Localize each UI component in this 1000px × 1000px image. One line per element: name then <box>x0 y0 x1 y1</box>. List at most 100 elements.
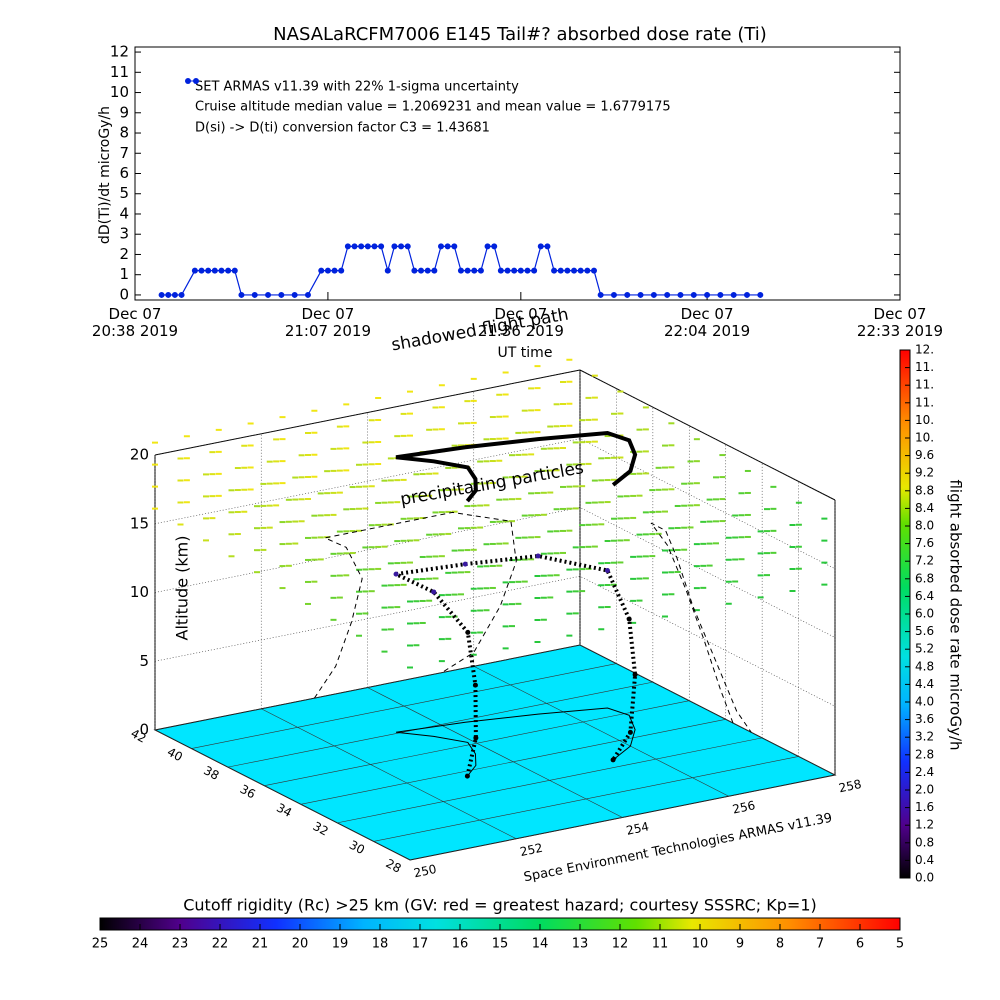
data-point <box>351 243 358 250</box>
chart-title: NASALaRCFM7006 E145 Tail#? absorbed dose… <box>273 24 767 45</box>
y-tick-label: 12 <box>110 43 129 61</box>
x-tick-label: Dec 07 21:07 2019 <box>284 305 371 340</box>
colorbar-tick-label: 5.6 <box>915 624 934 638</box>
data-point <box>191 267 198 274</box>
data-point <box>744 291 750 298</box>
data-point <box>371 243 378 250</box>
data-point <box>664 291 671 298</box>
y-tick-label: 3 <box>119 225 129 243</box>
flight-point <box>464 773 470 779</box>
data-point <box>404 243 411 250</box>
lat-tick-label: 38 <box>201 763 221 783</box>
y-tick-label: 6 <box>119 164 129 182</box>
rigidity-tick-label: 12 <box>612 937 629 952</box>
data-point <box>584 267 591 274</box>
rigidity-tick-label: 17 <box>412 937 429 952</box>
colorbar-tick-label: 11. <box>915 360 934 374</box>
grid-line <box>373 756 799 842</box>
data-point <box>278 291 285 298</box>
data-point <box>391 243 398 250</box>
colorbar-tick-label: 6.4 <box>915 589 934 603</box>
grid-line <box>264 700 690 787</box>
data-point <box>577 267 584 274</box>
grid-line <box>579 644 836 776</box>
lon-tick-label: 250 <box>412 862 437 880</box>
data-point <box>218 267 225 274</box>
y-tick-label: 4 <box>119 204 129 222</box>
rigidity-tick-label: 25 <box>92 937 109 952</box>
grid-line <box>300 718 726 805</box>
data-point <box>730 291 737 298</box>
annotation: D(si) -> D(ti) conversion factor C3 = 1.… <box>195 121 490 136</box>
rigidity-tick-label: 16 <box>452 937 469 952</box>
data-point <box>198 267 205 274</box>
grid-line <box>154 729 411 861</box>
data-point <box>358 243 365 250</box>
data-point <box>531 267 538 274</box>
data-point <box>205 267 212 274</box>
rigidity-label: Cutoff rigidity (Rc) >25 km (GV: red = g… <box>183 896 817 915</box>
data-point <box>364 243 371 250</box>
colorbar-tick-label: 1.6 <box>915 800 934 814</box>
data-point <box>444 243 451 250</box>
data-point <box>690 291 697 298</box>
lat-tick-label: 42 <box>128 726 148 746</box>
lat-tick-label: 30 <box>347 838 367 858</box>
grid-line <box>367 687 623 818</box>
x-tick-label: Dec 07 21:36 2019 <box>477 305 564 340</box>
colorbar-tick-label: 1.2 <box>915 818 934 832</box>
rigidity-tick-label: 7 <box>816 937 824 952</box>
data-point <box>231 267 238 274</box>
grid-line <box>227 681 653 768</box>
rigidity-tick-label: 22 <box>212 937 229 952</box>
data-point <box>591 267 597 274</box>
colorbar-tick-label: 11. <box>915 378 934 392</box>
data-point <box>471 267 478 274</box>
colorbar-tick-label: 3.6 <box>915 712 934 726</box>
flight-point <box>393 571 399 577</box>
data-point <box>524 267 531 274</box>
lat-tick-label: 36 <box>238 782 258 802</box>
z-tick-label: 15 <box>130 514 149 532</box>
rigidity-tick-label: 13 <box>572 937 589 952</box>
colorbar-tick-label: 9.6 <box>915 448 934 462</box>
colorbar-tick-label: 4.4 <box>915 677 934 691</box>
y-tick-label: 5 <box>119 184 129 202</box>
lon-tick-label: 256 <box>731 798 756 816</box>
colorbar-tick-label: 7.2 <box>915 554 934 568</box>
data-point <box>304 291 311 298</box>
flight-point <box>462 561 468 567</box>
colorbar-tick-label: 2.8 <box>915 747 934 761</box>
colorbar-tick-label: 4.0 <box>915 695 934 709</box>
x-axis-label: UT time <box>498 345 553 361</box>
legend-label: SET ARMAS v11.39 with 22% 1-sigma uncert… <box>195 80 519 95</box>
x-tick-label: Dec 07 22:04 2019 <box>663 305 751 340</box>
data-point <box>557 267 564 274</box>
data-point <box>165 291 172 298</box>
rigidity-tick-label: 11 <box>652 937 669 952</box>
lon-tick-label: 254 <box>625 819 650 837</box>
lat-tick-label: 34 <box>274 800 294 820</box>
lat-tick-label: 32 <box>311 819 331 839</box>
colorbar-tick-label: 2.0 <box>915 783 934 797</box>
wall-shadow <box>313 511 517 699</box>
data-point <box>717 291 724 298</box>
colorbar-tick-label: 7.6 <box>915 536 934 550</box>
colorbar-tick-label: 10. <box>915 431 934 445</box>
rigidity-tick-label: 8 <box>776 937 784 952</box>
colorbar-tick-label: 5.2 <box>915 642 934 656</box>
grid-line <box>409 774 836 861</box>
data-point <box>610 291 617 298</box>
data-point <box>704 291 711 298</box>
floor-shadow <box>395 707 636 777</box>
colorbar-label: flight absorbed dose rate microGy/h <box>947 479 965 750</box>
data-point <box>378 243 385 250</box>
top-shadow <box>395 430 638 503</box>
rigidity-tick-label: 18 <box>372 937 389 952</box>
z-tick-label: 20 <box>130 446 149 464</box>
data-point <box>511 267 518 274</box>
data-point <box>331 267 338 274</box>
colorbar-tick-label: 8.8 <box>915 483 934 497</box>
